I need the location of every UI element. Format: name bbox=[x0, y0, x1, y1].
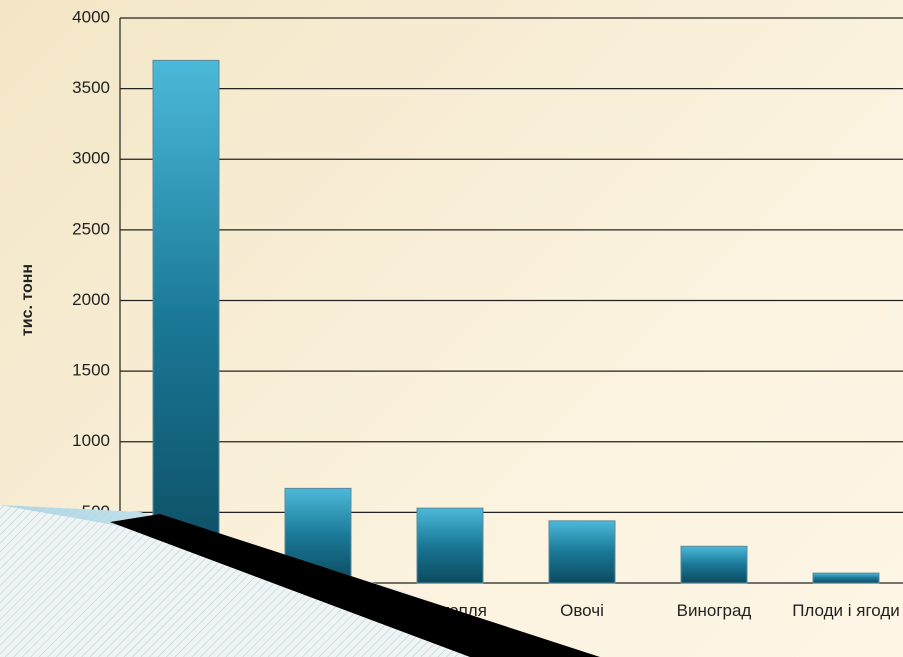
y-tick-label: 2000 bbox=[72, 290, 110, 309]
bar bbox=[812, 572, 880, 584]
y-tick-label: 1500 bbox=[72, 361, 110, 380]
y-tick-label: 3000 bbox=[72, 149, 110, 168]
y-tick-label: 4000 bbox=[72, 7, 110, 26]
bar bbox=[680, 545, 748, 584]
x-tick-label: Плоди і ягоди bbox=[792, 601, 900, 620]
y-tick-label: 3500 bbox=[72, 78, 110, 97]
x-tick-label: Овочі bbox=[560, 601, 604, 620]
bar bbox=[152, 59, 220, 584]
x-tick-label: Виноград bbox=[676, 601, 752, 620]
y-tick-label: 2500 bbox=[72, 219, 110, 238]
bar bbox=[548, 520, 616, 584]
bar bbox=[416, 507, 484, 584]
y-tick-label: 1000 bbox=[72, 431, 110, 450]
y-axis-label: тис. тонн bbox=[19, 264, 36, 336]
